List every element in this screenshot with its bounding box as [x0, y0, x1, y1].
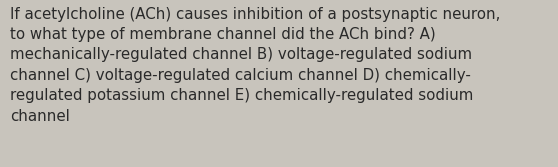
Text: If acetylcholine (ACh) causes inhibition of a postsynaptic neuron,
to what type : If acetylcholine (ACh) causes inhibition… [10, 7, 501, 124]
